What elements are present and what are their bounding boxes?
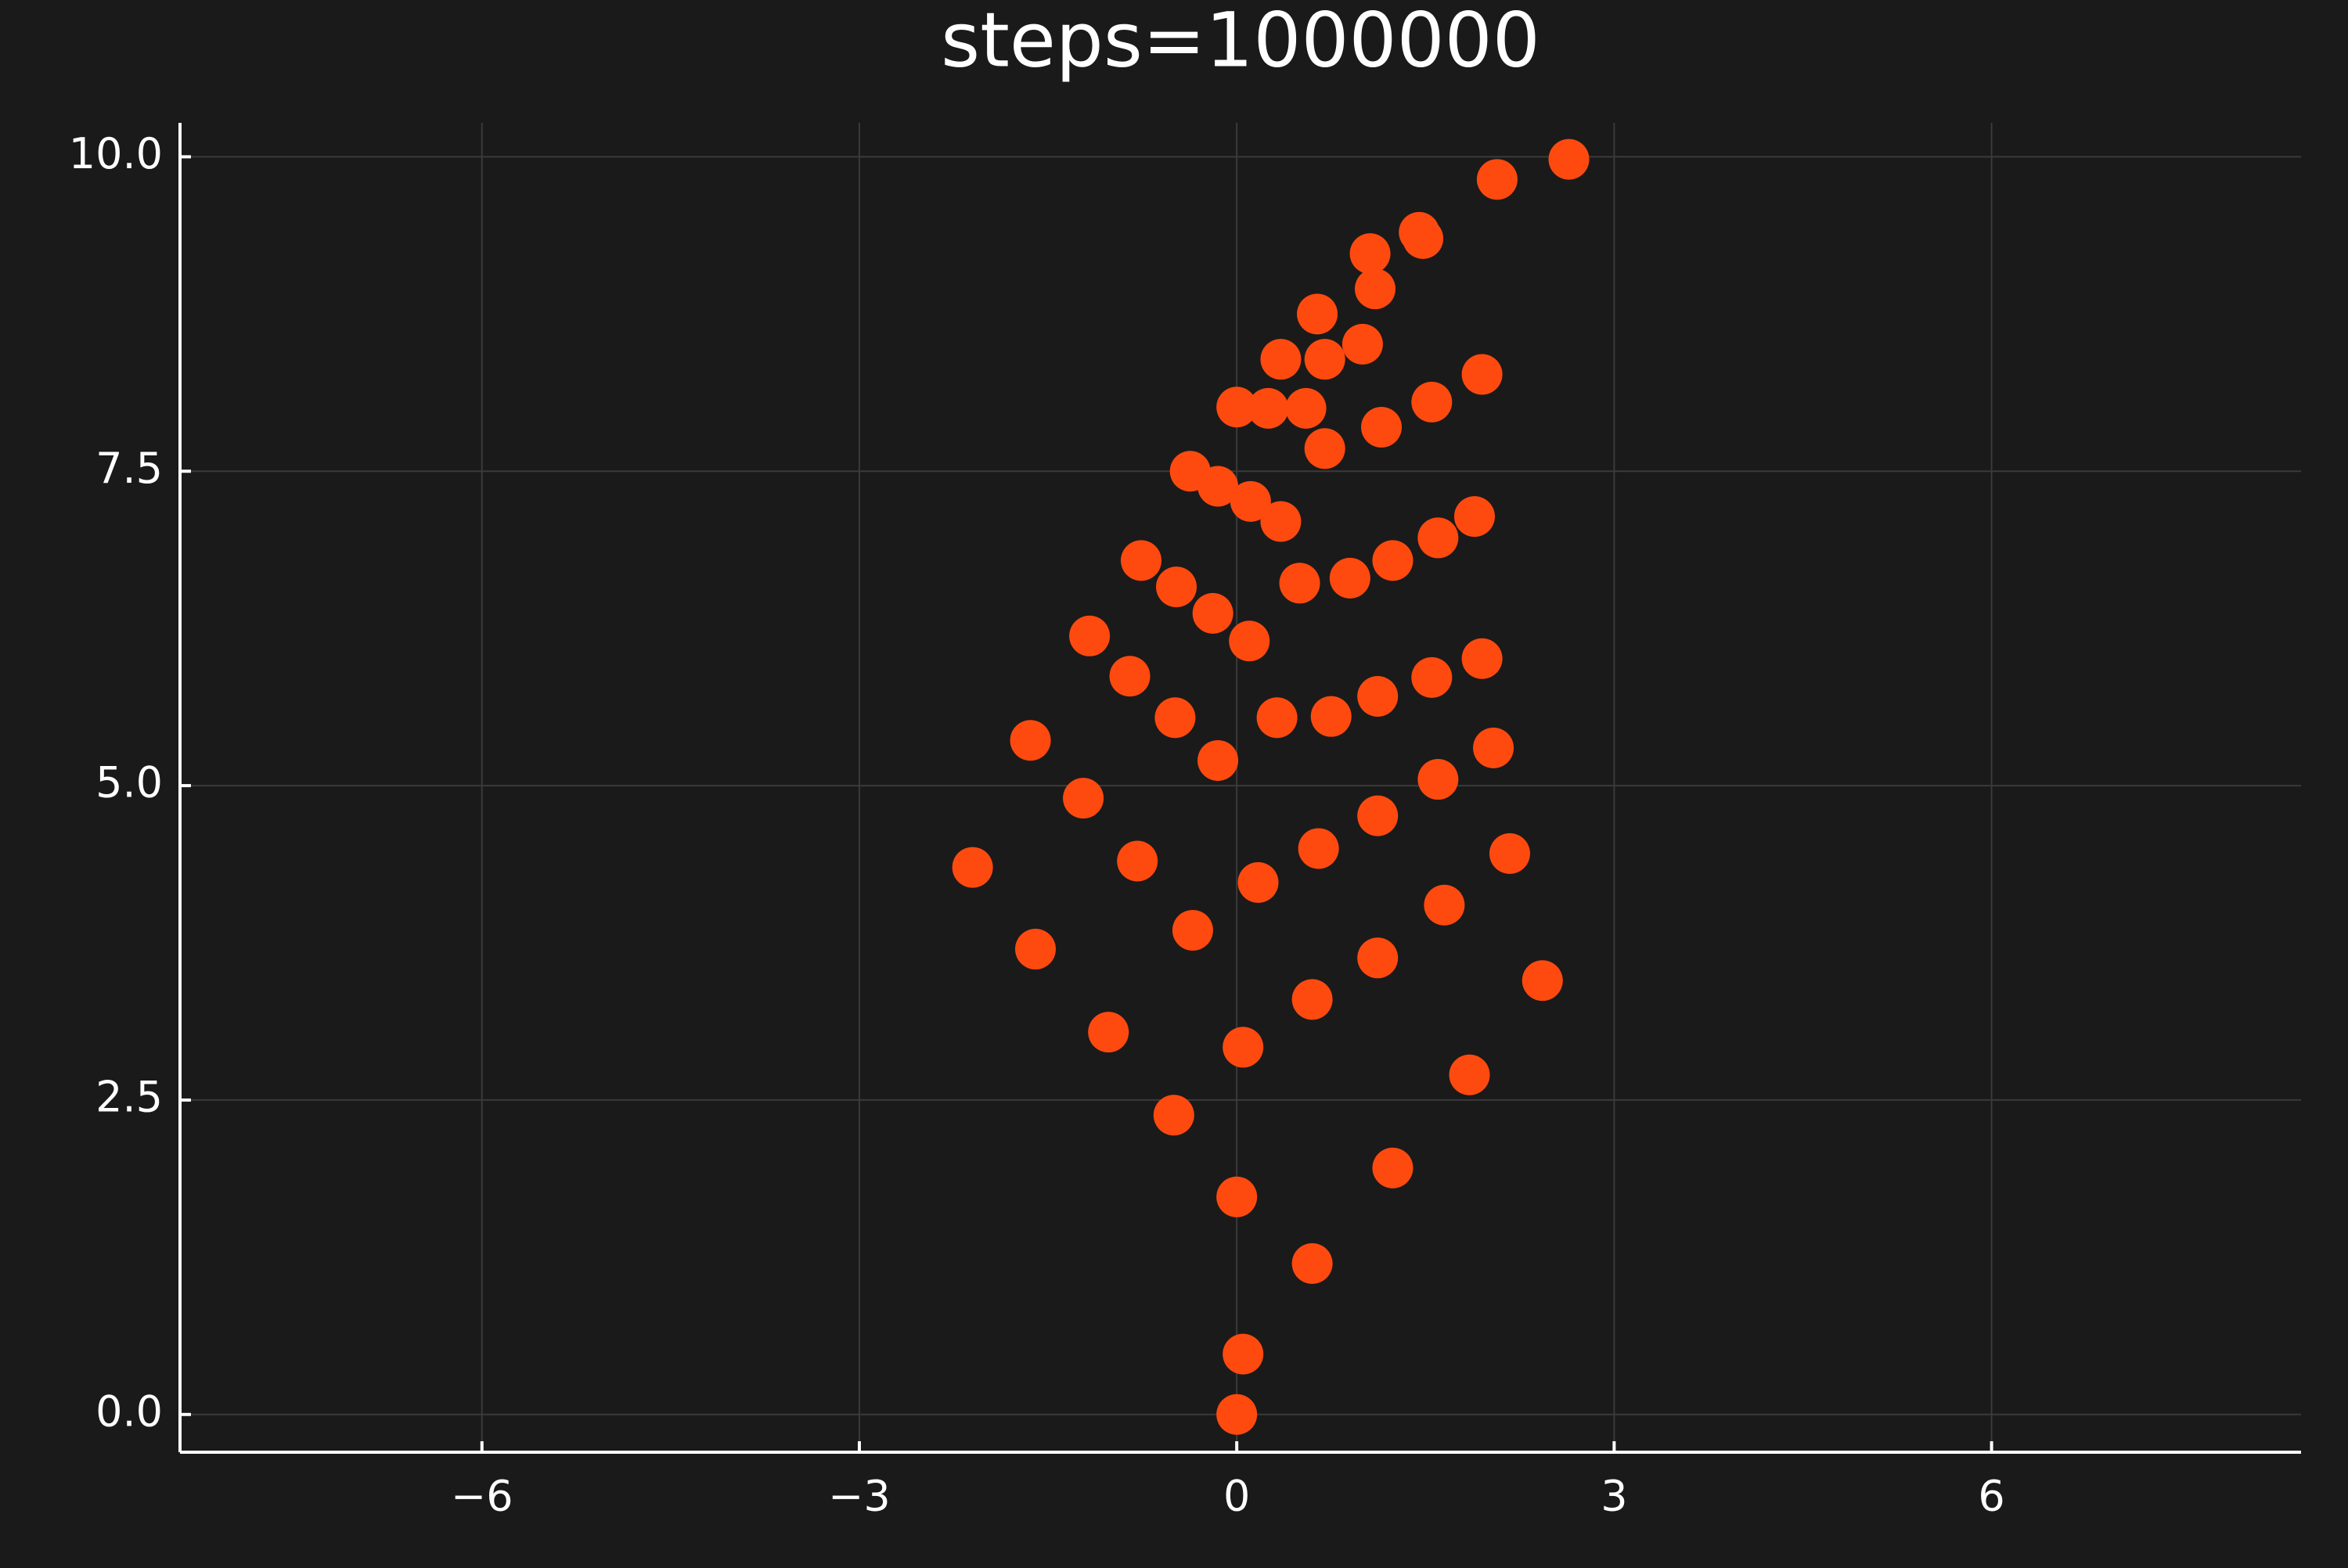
point [1354, 268, 1395, 310]
x-tick-label: 0 [1223, 1472, 1250, 1521]
point [1291, 979, 1333, 1020]
point [1069, 615, 1111, 656]
point [1063, 778, 1104, 819]
point [1399, 211, 1440, 253]
point [1329, 557, 1370, 599]
point [1153, 1095, 1194, 1136]
x-tick-label: −6 [451, 1472, 513, 1521]
point [1453, 496, 1495, 538]
x-tick-label: 3 [1601, 1472, 1627, 1521]
point [1461, 354, 1503, 395]
point [1109, 656, 1151, 697]
point [1411, 381, 1453, 423]
point [1361, 406, 1403, 448]
point [1216, 1176, 1258, 1217]
point [1411, 656, 1453, 698]
x-tick-label: −3 [828, 1472, 891, 1521]
point [1357, 675, 1399, 717]
point [1248, 387, 1289, 429]
y-tick-label: 0.0 [95, 1386, 163, 1436]
point [1169, 451, 1211, 492]
point [1473, 727, 1514, 768]
point [1156, 566, 1197, 608]
point [1341, 323, 1383, 365]
point [1357, 937, 1399, 979]
point [1117, 840, 1158, 882]
point [1372, 1147, 1413, 1189]
y-tick-label: 10.0 [69, 129, 163, 178]
point [1476, 159, 1518, 200]
point [1304, 428, 1345, 469]
point [1304, 339, 1345, 380]
point [1260, 501, 1302, 542]
point [1216, 387, 1258, 428]
point [1461, 638, 1503, 679]
point [1216, 1394, 1258, 1435]
point [1310, 696, 1352, 737]
point [1285, 387, 1327, 429]
point [1349, 233, 1391, 275]
y-tick-label: 5.0 [95, 758, 163, 807]
point [1279, 563, 1320, 604]
point [1223, 1333, 1264, 1375]
point [1230, 480, 1271, 522]
point [1489, 833, 1530, 874]
point [1010, 720, 1051, 761]
point [1229, 620, 1270, 662]
point [1372, 540, 1413, 581]
point [1192, 592, 1233, 634]
point [1237, 861, 1279, 903]
point [1357, 795, 1399, 836]
point [1424, 884, 1465, 926]
point [1256, 697, 1298, 739]
y-tick-label: 7.5 [95, 444, 163, 493]
point [1223, 1027, 1264, 1068]
point [1015, 929, 1057, 970]
chart-title: steps=1000000 [941, 0, 1540, 84]
point [1522, 960, 1563, 1002]
point [1417, 759, 1459, 800]
point [1417, 517, 1459, 559]
point [1260, 339, 1302, 380]
point [1154, 697, 1196, 739]
point [1197, 739, 1239, 781]
point [1297, 293, 1338, 335]
point [1088, 1012, 1129, 1053]
point [1121, 540, 1162, 581]
x-tick-label: 6 [1978, 1472, 2004, 1521]
point [1449, 1054, 1490, 1095]
point [1548, 138, 1590, 180]
point [1172, 909, 1213, 951]
point [952, 847, 993, 888]
y-tick-label: 2.5 [95, 1073, 163, 1122]
point [1298, 828, 1339, 869]
point [1291, 1243, 1333, 1284]
